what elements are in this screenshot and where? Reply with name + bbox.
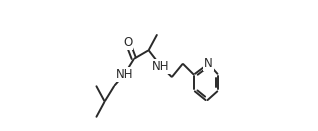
Text: N: N	[204, 57, 213, 70]
Text: O: O	[123, 36, 133, 49]
Text: NH: NH	[152, 60, 169, 73]
Text: NH: NH	[115, 68, 133, 81]
